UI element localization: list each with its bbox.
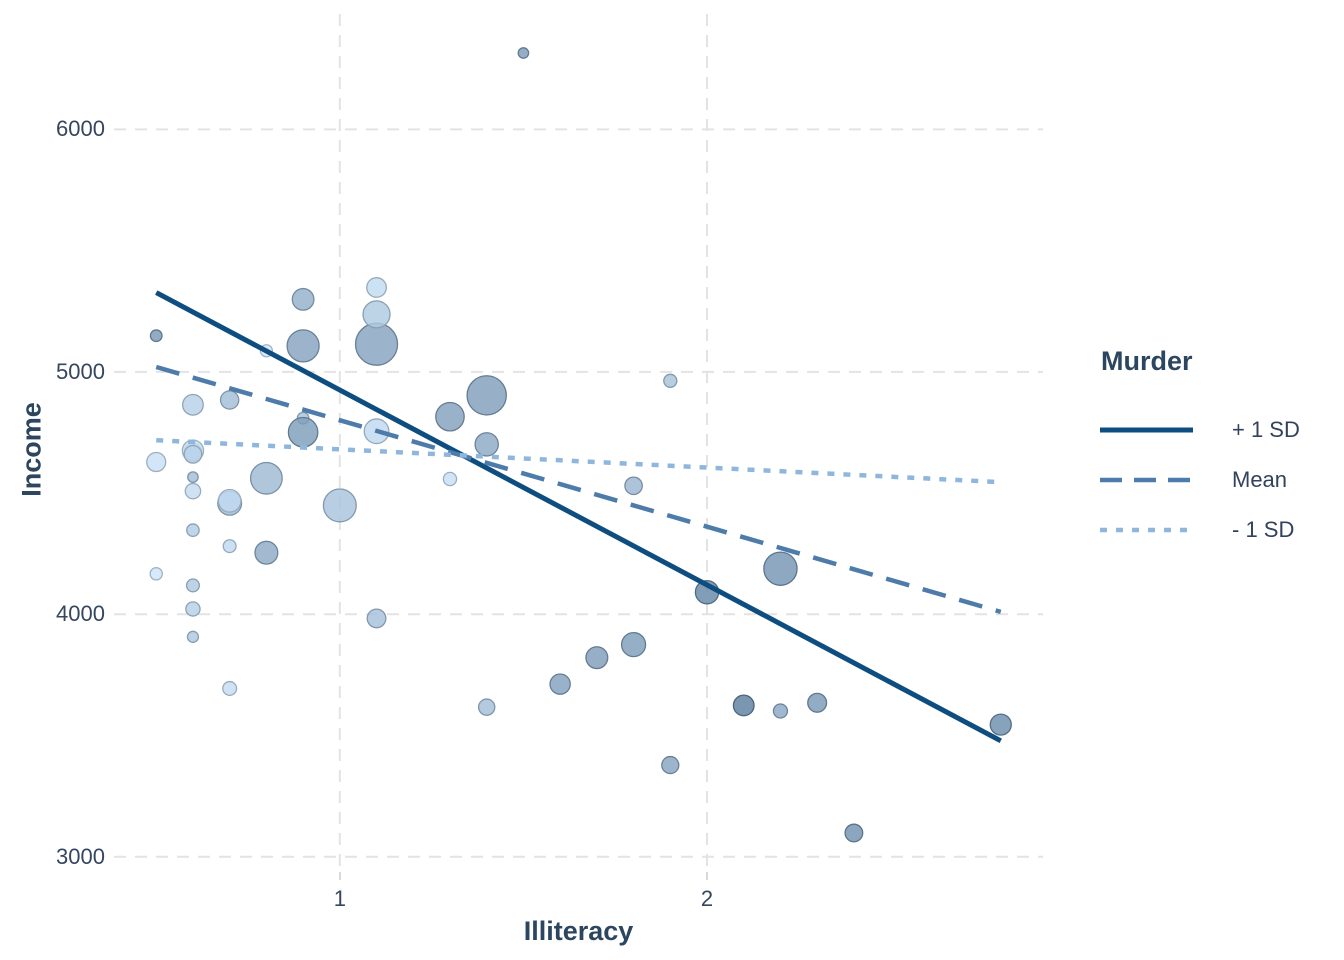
x-tick-label: 1 xyxy=(333,886,346,911)
data-point xyxy=(183,444,203,464)
legend-line-swatch xyxy=(1100,427,1193,433)
data-point xyxy=(185,578,200,593)
plot-panel xyxy=(114,14,1043,872)
data-point xyxy=(517,47,530,59)
plot-canvas xyxy=(114,14,1043,872)
y-tick-label: 6000 xyxy=(56,116,105,142)
data-point xyxy=(354,322,399,366)
data-point xyxy=(807,692,828,713)
data-point xyxy=(549,673,571,695)
data-point xyxy=(217,488,242,513)
data-point xyxy=(185,601,201,617)
data-point xyxy=(661,755,680,775)
data-point xyxy=(663,373,678,388)
y-tick-label: 3000 xyxy=(56,843,105,869)
data-point xyxy=(585,646,609,670)
data-point xyxy=(772,703,789,719)
data-point xyxy=(219,390,240,410)
legend-line-swatch xyxy=(1100,477,1193,483)
data-point xyxy=(732,694,755,717)
data-point xyxy=(187,471,199,483)
trend-line-solid xyxy=(155,290,1002,744)
legend-items: + 1 SD Mean - 1 SD xyxy=(1099,405,1339,555)
legend-title: Murder xyxy=(1101,346,1193,376)
x-axis-title: Illiteracy xyxy=(523,916,634,946)
legend-label: + 1 SD xyxy=(1232,417,1300,442)
data-point xyxy=(149,329,163,343)
data-point xyxy=(287,416,319,448)
data-point xyxy=(286,329,320,363)
data-point xyxy=(474,432,499,457)
data-point xyxy=(466,375,507,416)
trend-line-dotted xyxy=(156,437,1001,485)
data-point xyxy=(186,630,200,643)
data-point xyxy=(181,393,204,416)
data-point xyxy=(322,488,357,523)
y-tick-label: 5000 xyxy=(56,358,105,384)
data-point xyxy=(222,680,238,697)
data-point xyxy=(477,698,496,716)
data-point xyxy=(435,401,465,432)
legend-label: Mean xyxy=(1232,467,1288,492)
data-point xyxy=(222,539,237,554)
legend-item--1sd: - 1 SD xyxy=(1099,505,1339,555)
y-axis-title: Income xyxy=(16,402,47,497)
x-tick-mark xyxy=(338,872,341,880)
data-point xyxy=(186,523,200,538)
data-point xyxy=(146,451,167,473)
y-tick-label: 4000 xyxy=(56,601,105,627)
data-point xyxy=(254,540,279,565)
data-point xyxy=(763,551,798,586)
data-point xyxy=(442,471,458,487)
data-point xyxy=(844,823,864,843)
legend-item-mean: Mean xyxy=(1099,455,1339,505)
legend: Murder + 1 SD Mean - 1 SD xyxy=(1099,346,1339,555)
data-point xyxy=(249,461,283,495)
data-point xyxy=(620,631,647,658)
legend-line-swatch xyxy=(1100,527,1193,533)
x-tick-label: 2 xyxy=(700,886,714,911)
data-point xyxy=(291,287,315,311)
data-point xyxy=(989,713,1012,736)
legend-label: - 1 SD xyxy=(1232,517,1295,542)
data-point xyxy=(149,567,163,581)
data-point xyxy=(366,608,387,629)
data-point xyxy=(362,300,391,329)
x-tick-mark xyxy=(706,872,709,880)
legend-item-+1sd: + 1 SD xyxy=(1099,405,1339,455)
data-point xyxy=(184,482,202,500)
data-point xyxy=(366,277,387,298)
data-point xyxy=(624,476,643,496)
trend-line-dashed xyxy=(155,364,1002,615)
